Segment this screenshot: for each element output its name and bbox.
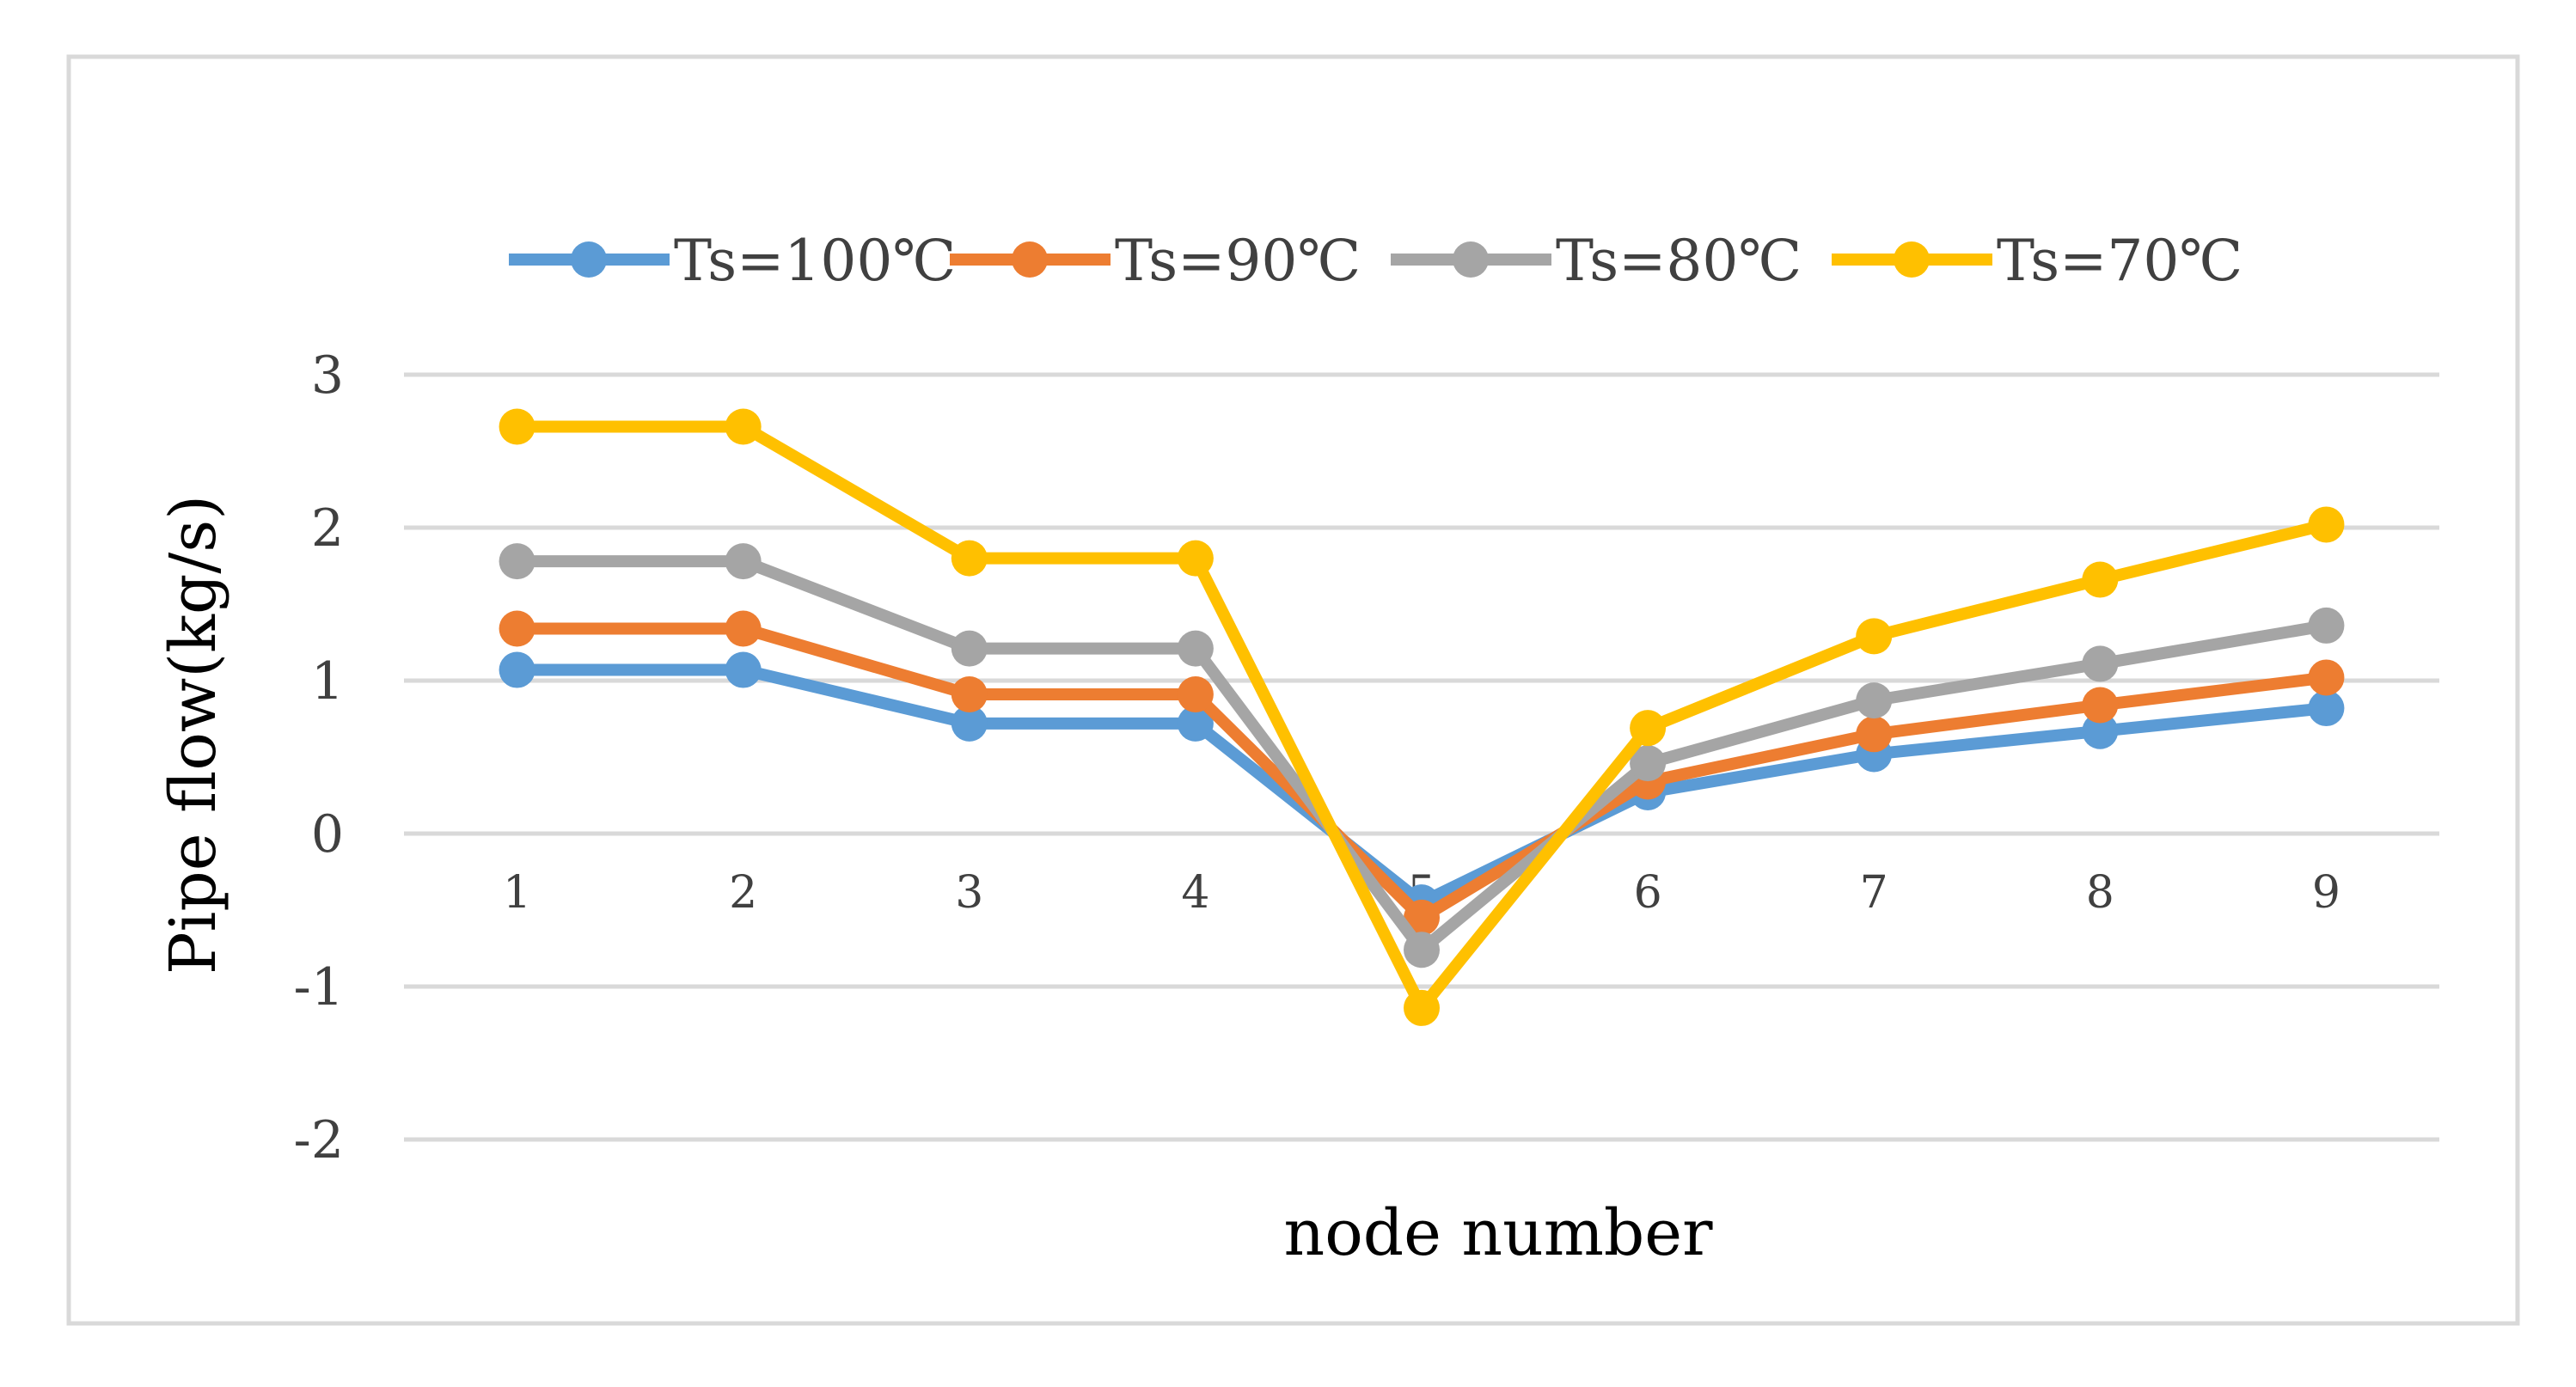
data-point xyxy=(2308,506,2345,543)
data-point xyxy=(951,630,988,667)
data-point xyxy=(2308,690,2345,727)
data-point xyxy=(2082,712,2119,749)
data-point xyxy=(1404,989,1440,1026)
series-3 xyxy=(499,543,2345,968)
data-point xyxy=(1856,682,1893,719)
data-point xyxy=(1177,676,1214,713)
x-tick-label: 4 xyxy=(1181,867,1209,919)
data-point xyxy=(1856,716,1893,753)
data-point xyxy=(1177,630,1214,667)
y-axis-title: Pipe flow(kg/s) xyxy=(156,495,230,975)
data-point xyxy=(1404,899,1440,936)
x-tick-label: 6 xyxy=(1634,867,1662,919)
data-point xyxy=(725,543,762,580)
data-point xyxy=(1630,745,1667,782)
legend-swatch-marker xyxy=(1453,241,1489,278)
y-tick-label: 1 xyxy=(311,651,344,712)
y-axis-ticks: 3 2 1 0 -1 -2 xyxy=(294,345,344,1170)
data-point xyxy=(499,610,535,647)
legend-label: Ts=90℃ xyxy=(1115,228,1361,294)
y-tick-label: -1 xyxy=(294,957,344,1017)
data-point xyxy=(499,651,535,688)
data-point xyxy=(725,651,762,688)
series-4 xyxy=(499,408,2345,1026)
data-point xyxy=(499,543,535,580)
legend-item[interactable]: Ts=100℃ xyxy=(509,228,956,294)
y-tick-label: 0 xyxy=(311,804,344,865)
data-point xyxy=(725,408,762,445)
legend-label: Ts=70℃ xyxy=(1997,228,2243,294)
data-point xyxy=(2082,687,2119,724)
data-point xyxy=(2308,659,2345,696)
x-tick-label: 8 xyxy=(2086,867,2114,919)
data-point xyxy=(2082,645,2119,682)
x-axis-title: node number xyxy=(1284,1196,1714,1270)
data-point xyxy=(951,540,988,577)
legend-item[interactable]: Ts=70℃ xyxy=(1832,228,2243,294)
legend[interactable]: Ts=100℃ Ts=90℃ Ts=80℃ Ts=70℃ xyxy=(509,228,2243,294)
legend-item[interactable]: Ts=80℃ xyxy=(1391,228,1802,294)
x-tick-label: 9 xyxy=(2312,867,2340,919)
legend-item[interactable]: Ts=90℃ xyxy=(950,228,1361,294)
data-point xyxy=(1856,618,1893,655)
legend-swatch-marker xyxy=(1012,241,1048,278)
series-lines xyxy=(499,408,2345,1026)
data-point xyxy=(1630,710,1667,747)
legend-label: Ts=80℃ xyxy=(1556,228,1802,294)
x-tick-label: 3 xyxy=(955,867,983,919)
data-point xyxy=(1177,705,1214,742)
data-point xyxy=(499,408,535,445)
data-point xyxy=(2082,561,2119,598)
legend-label: Ts=100℃ xyxy=(674,228,956,294)
data-point xyxy=(1177,540,1214,577)
y-tick-label: 3 xyxy=(311,345,344,406)
y-tick-label: 2 xyxy=(311,498,344,559)
data-point xyxy=(951,676,988,713)
legend-swatch-marker xyxy=(1894,241,1930,278)
data-point xyxy=(951,705,988,742)
x-tick-label: 2 xyxy=(729,867,757,919)
series-2 xyxy=(499,610,2345,936)
legend-swatch-marker xyxy=(571,241,607,278)
x-tick-label: 1 xyxy=(503,867,531,919)
data-point xyxy=(2308,607,2345,644)
x-tick-label: 7 xyxy=(1860,867,1888,919)
y-tick-label: -2 xyxy=(294,1110,344,1170)
data-point xyxy=(1404,932,1440,968)
data-point xyxy=(725,610,762,647)
